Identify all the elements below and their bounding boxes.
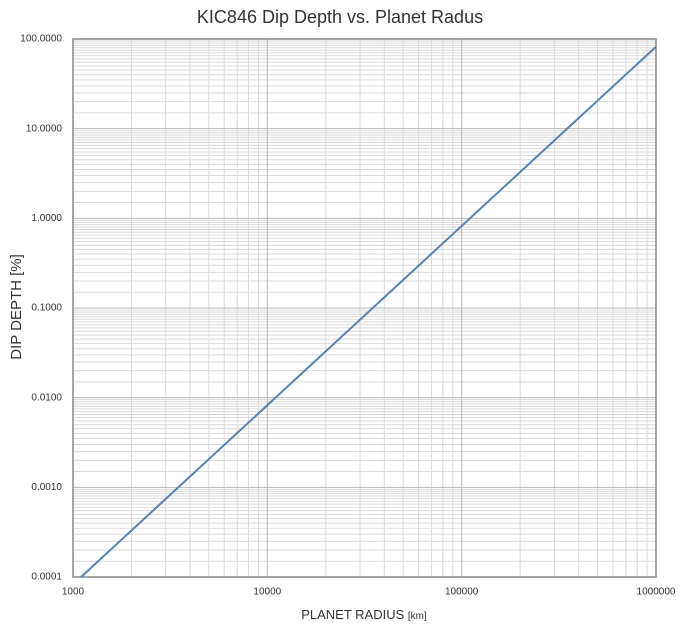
chart-title: KIC846 Dip Depth vs. Planet Radus (197, 7, 483, 27)
x-tick-label: 100000 (445, 587, 479, 598)
y-tick-label: 10.0000 (26, 123, 63, 134)
x-axis-unit: [km] (408, 611, 427, 622)
y-axis-label: DIP DEPTH [%] (8, 254, 25, 360)
plot-border (72, 38, 657, 578)
y-tick-label: 0.0001 (31, 572, 62, 583)
x-axis-label: PLANET RADIUS [km] (301, 607, 427, 622)
y-tick-label: 0.0010 (31, 482, 62, 493)
y-tick-label: 100.0000 (20, 34, 62, 45)
x-tick-label: 1000 (62, 587, 85, 598)
x-axis-title: PLANET RADIUS (301, 607, 404, 622)
y-tick-label: 0.1000 (31, 303, 62, 314)
y-tick-label: 0.0100 (31, 392, 62, 403)
data-line (80, 45, 657, 578)
y-tick-label: 1.0000 (31, 213, 62, 224)
x-tick-label: 10000 (253, 587, 281, 598)
x-tick-label: 1000000 (637, 587, 676, 598)
